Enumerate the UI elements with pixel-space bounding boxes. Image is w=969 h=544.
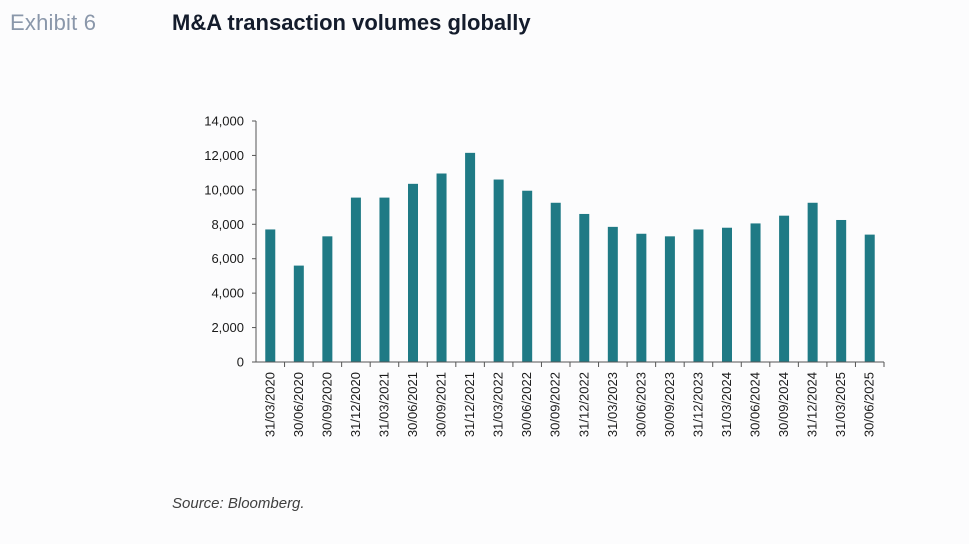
bar bbox=[750, 223, 761, 362]
x-tick-label: 30/06/2022 bbox=[519, 372, 534, 437]
bar bbox=[664, 236, 675, 362]
x-tick-label: 31/12/2020 bbox=[348, 372, 363, 437]
y-tick-label: 4,000 bbox=[211, 286, 244, 301]
chart-title: M&A transaction volumes globally bbox=[172, 10, 531, 35]
x-tick-label: 31/12/2023 bbox=[690, 372, 705, 437]
bar bbox=[836, 219, 847, 362]
x-tick-label: 31/12/2022 bbox=[576, 372, 591, 437]
x-tick-label: 30/06/2025 bbox=[862, 372, 877, 437]
y-tick-label: 14,000 bbox=[204, 114, 244, 129]
exhibit-label: Exhibit 6 bbox=[10, 10, 97, 35]
bar bbox=[779, 215, 790, 362]
bar bbox=[322, 236, 333, 362]
y-tick-label: 10,000 bbox=[204, 182, 244, 197]
x-tick-label: 30/09/2023 bbox=[662, 372, 677, 437]
y-tick-label: 12,000 bbox=[204, 148, 244, 163]
y-tick-label: 6,000 bbox=[211, 251, 244, 266]
y-axis-ticks: 0 2,000 4,000 6,000 8,000 10,000 12,000 14,000 bbox=[204, 114, 256, 370]
x-tick-label: 30/06/2020 bbox=[291, 372, 306, 437]
x-tick-label: 31/03/2024 bbox=[719, 372, 734, 437]
bar bbox=[493, 179, 504, 362]
bar bbox=[807, 202, 818, 362]
bar bbox=[550, 202, 561, 362]
bar-series bbox=[265, 152, 875, 362]
x-tick-label: 31/03/2020 bbox=[262, 372, 277, 437]
x-tick-label: 31/03/2021 bbox=[376, 372, 391, 437]
bar bbox=[265, 229, 276, 362]
x-tick-label: 31/12/2024 bbox=[805, 372, 820, 437]
y-tick-label: 8,000 bbox=[211, 217, 244, 232]
chart-axes bbox=[255, 121, 884, 363]
x-tick-label: 30/06/2023 bbox=[633, 372, 648, 437]
x-tick-label: 30/06/2024 bbox=[748, 372, 763, 437]
bar bbox=[465, 152, 476, 362]
x-tick-label: 30/09/2024 bbox=[776, 372, 791, 437]
x-tick-label: 30/09/2020 bbox=[319, 372, 334, 437]
bar bbox=[522, 190, 533, 362]
bar bbox=[579, 213, 590, 362]
bar bbox=[436, 173, 447, 362]
x-tick-label: 30/09/2022 bbox=[548, 372, 563, 437]
x-tick-label: 30/06/2021 bbox=[405, 372, 420, 437]
x-tick-label: 31/03/2023 bbox=[605, 372, 620, 437]
bar bbox=[607, 226, 618, 362]
y-tick-label: 2,000 bbox=[211, 320, 244, 335]
bar bbox=[636, 233, 647, 362]
bar bbox=[379, 197, 390, 362]
x-tick-label: 30/09/2021 bbox=[434, 372, 449, 437]
bar bbox=[293, 265, 304, 362]
bar bbox=[864, 234, 875, 362]
x-tick-label: 31/03/2025 bbox=[833, 372, 848, 437]
x-tick-label: 31/03/2022 bbox=[491, 372, 506, 437]
bar bbox=[408, 183, 418, 362]
source-note: Source: Bloomberg. bbox=[172, 495, 305, 512]
x-axis-ticks: 31/03/2020 30/06/2020 30/09/2020 31/12/2020… bbox=[262, 362, 885, 437]
y-tick-label: 0 bbox=[237, 355, 244, 370]
bar bbox=[693, 229, 704, 362]
x-tick-label: 31/12/2021 bbox=[462, 372, 477, 437]
bar bbox=[722, 227, 732, 362]
bar bbox=[350, 197, 361, 362]
